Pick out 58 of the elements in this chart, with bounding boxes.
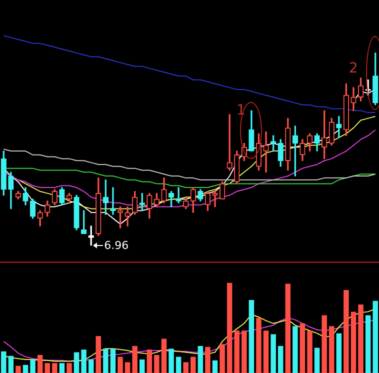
- bar: [372, 300, 378, 373]
- bar: [190, 356, 196, 373]
- bar: [183, 362, 188, 373]
- bar: [59, 363, 65, 373]
- annotation: 6.96: [104, 239, 129, 252]
- bar: [322, 315, 327, 373]
- bar: [103, 348, 108, 373]
- bar: [226, 282, 232, 373]
- bar: [74, 352, 80, 373]
- bar: [205, 346, 210, 373]
- bar: [336, 333, 342, 373]
- bar: [248, 300, 254, 373]
- bar: [278, 346, 284, 373]
- bar: [118, 356, 123, 373]
- bar: [168, 348, 174, 373]
- bar: [88, 359, 94, 373]
- bar: [110, 348, 116, 373]
- bar: [81, 350, 86, 373]
- bar: [212, 360, 218, 373]
- bar: [140, 359, 145, 373]
- bar: [270, 334, 276, 373]
- bar: [96, 336, 102, 373]
- candlestick: [263, 131, 269, 172]
- bar: [124, 362, 130, 373]
- bar: [1, 351, 6, 373]
- annotation: 2: [349, 60, 358, 77]
- candlestick: [176, 187, 182, 204]
- bar: [66, 363, 72, 373]
- bar: [52, 363, 58, 373]
- bar: [300, 323, 306, 373]
- bar: [350, 312, 356, 373]
- bar: [307, 330, 312, 373]
- bar: [292, 326, 298, 373]
- bar: [132, 346, 138, 373]
- bar: [30, 359, 36, 373]
- bar: [314, 348, 320, 373]
- bar: [44, 363, 50, 373]
- bar: [146, 350, 152, 373]
- bar: [329, 326, 334, 373]
- bar: [220, 344, 225, 373]
- bar: [344, 290, 349, 373]
- bar: [198, 346, 204, 373]
- bar: [154, 354, 160, 373]
- bar: [365, 315, 371, 373]
- candlestick: [124, 206, 130, 226]
- bar: [242, 330, 247, 373]
- bar: [263, 330, 269, 373]
- bar: [8, 356, 14, 373]
- bar: [234, 330, 240, 373]
- bar: [37, 354, 43, 373]
- bar: [256, 318, 262, 373]
- annotation: 1: [236, 102, 246, 118]
- bar: [285, 284, 291, 373]
- bar: [176, 356, 182, 373]
- bar: [22, 364, 28, 373]
- bar: [358, 304, 364, 373]
- bar: [161, 338, 167, 373]
- bar: [16, 366, 21, 373]
